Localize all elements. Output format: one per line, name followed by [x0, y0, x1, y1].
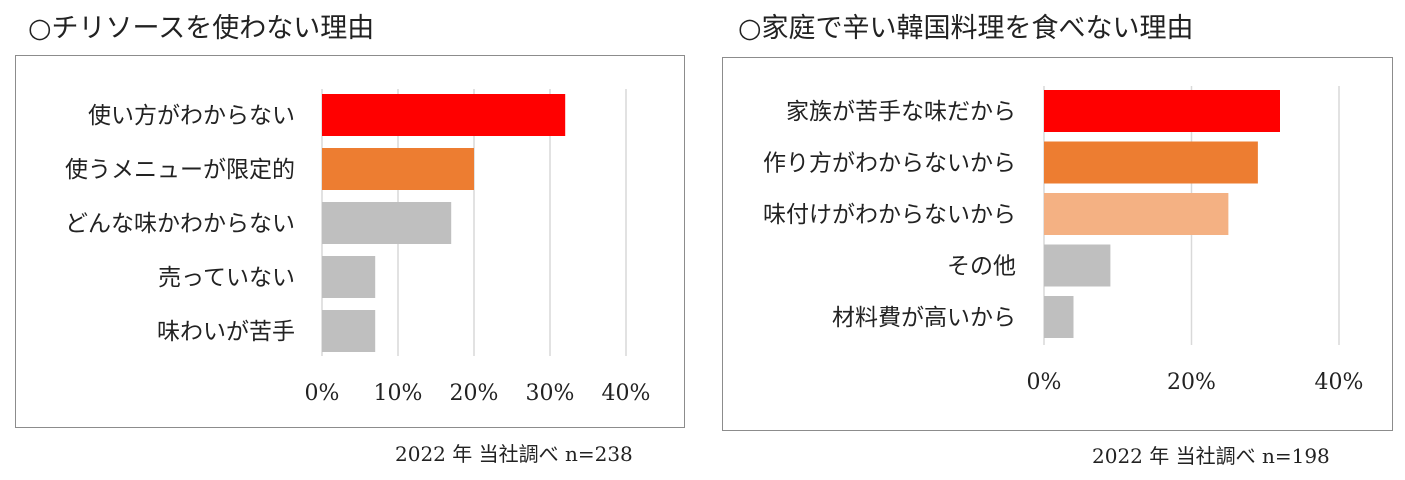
left-category-label-2: どんな味かわからない: [65, 211, 295, 237]
left-bar-3: [322, 256, 376, 298]
left-tick-label-1: 10%: [374, 381, 423, 406]
left-category-label-1: 使うメニューが限定的: [65, 157, 295, 183]
left-tick-label-4: 40%: [602, 381, 651, 406]
right-tick-label-1: 20%: [1167, 370, 1216, 395]
chart-title-right: ○家庭で辛い韓国料理を食べない理由: [738, 13, 1194, 44]
right-bar-3: [1044, 244, 1111, 287]
left-bar-0: [322, 94, 566, 136]
left-bar-2: [322, 202, 452, 244]
left-tick-label-3: 30%: [526, 381, 575, 406]
right-category-label-4: 材料費が高いから: [832, 305, 1016, 331]
left-category-label-4: 味わいが苦手: [157, 319, 295, 345]
right-bar-4: [1044, 296, 1074, 338]
chart-title-left: ○チリソースを使わない理由: [28, 13, 375, 44]
right-category-label-3: その他: [947, 254, 1016, 280]
right-tick-label-2: 40%: [1315, 370, 1364, 395]
left-bar-1: [322, 148, 474, 190]
left-category-label-0: 使い方がわからない: [88, 103, 295, 129]
right-category-label-0: 家族が苦手な味だから: [786, 99, 1016, 125]
source-note-right: 2022 年 当社調べ n=198: [1092, 444, 1330, 468]
left-category-label-3: 売っていない: [158, 265, 295, 291]
right-category-label-1: 作り方がわからないから: [763, 151, 1016, 177]
right-bar-1: [1044, 141, 1258, 184]
right-tick-label-0: 0%: [1027, 370, 1062, 395]
left-bar-4: [322, 310, 376, 352]
right-bar-2: [1044, 193, 1229, 235]
source-note-left: 2022 年 当社調べ n=238: [395, 442, 633, 466]
right-category-label-2: 味付けがわからないから: [763, 202, 1016, 228]
left-tick-label-0: 0%: [305, 381, 340, 406]
left-tick-label-2: 20%: [450, 381, 499, 406]
right-bar-0: [1044, 90, 1280, 132]
